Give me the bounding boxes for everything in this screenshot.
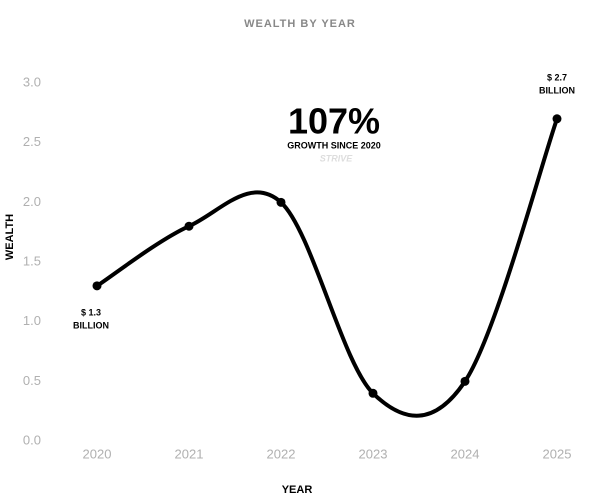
annotation: $ 1.3 [81,307,101,317]
point [552,114,562,124]
x-tick-label: 2024 [451,446,480,461]
x-axis-label: YEAR [282,484,313,496]
x-tick-label: 2021 [175,446,204,461]
y-tick-label: 0.5 [23,373,41,388]
x-tick-label: 2020 [83,446,112,461]
x-tick-label: 2023 [359,446,388,461]
headline-caption: GROWTH SINCE 2020 [287,140,381,150]
point [276,197,286,207]
point [92,281,102,291]
annotation: BILLION [539,85,575,95]
chart-title: WEALTH BY YEAR [244,18,356,30]
y-axis-label: WEALTH [4,214,16,260]
point [460,376,470,386]
y-tick-label: 0.0 [23,432,41,447]
annotation: BILLION [73,320,109,330]
headline: 107% [288,101,380,142]
point [368,388,378,398]
y-tick-label: 3.0 [23,74,41,89]
annotation: $ 2.7 [547,72,567,82]
x-tick-label: 2022 [267,446,296,461]
y-tick-label: 1.0 [23,313,41,328]
point [184,221,194,231]
x-tick-label: 2025 [543,446,572,461]
y-tick-label: 2.5 [23,134,41,149]
watermark: STRIVE [320,153,354,163]
y-tick-label: 1.5 [23,253,41,268]
y-tick-label: 2.0 [23,194,41,209]
